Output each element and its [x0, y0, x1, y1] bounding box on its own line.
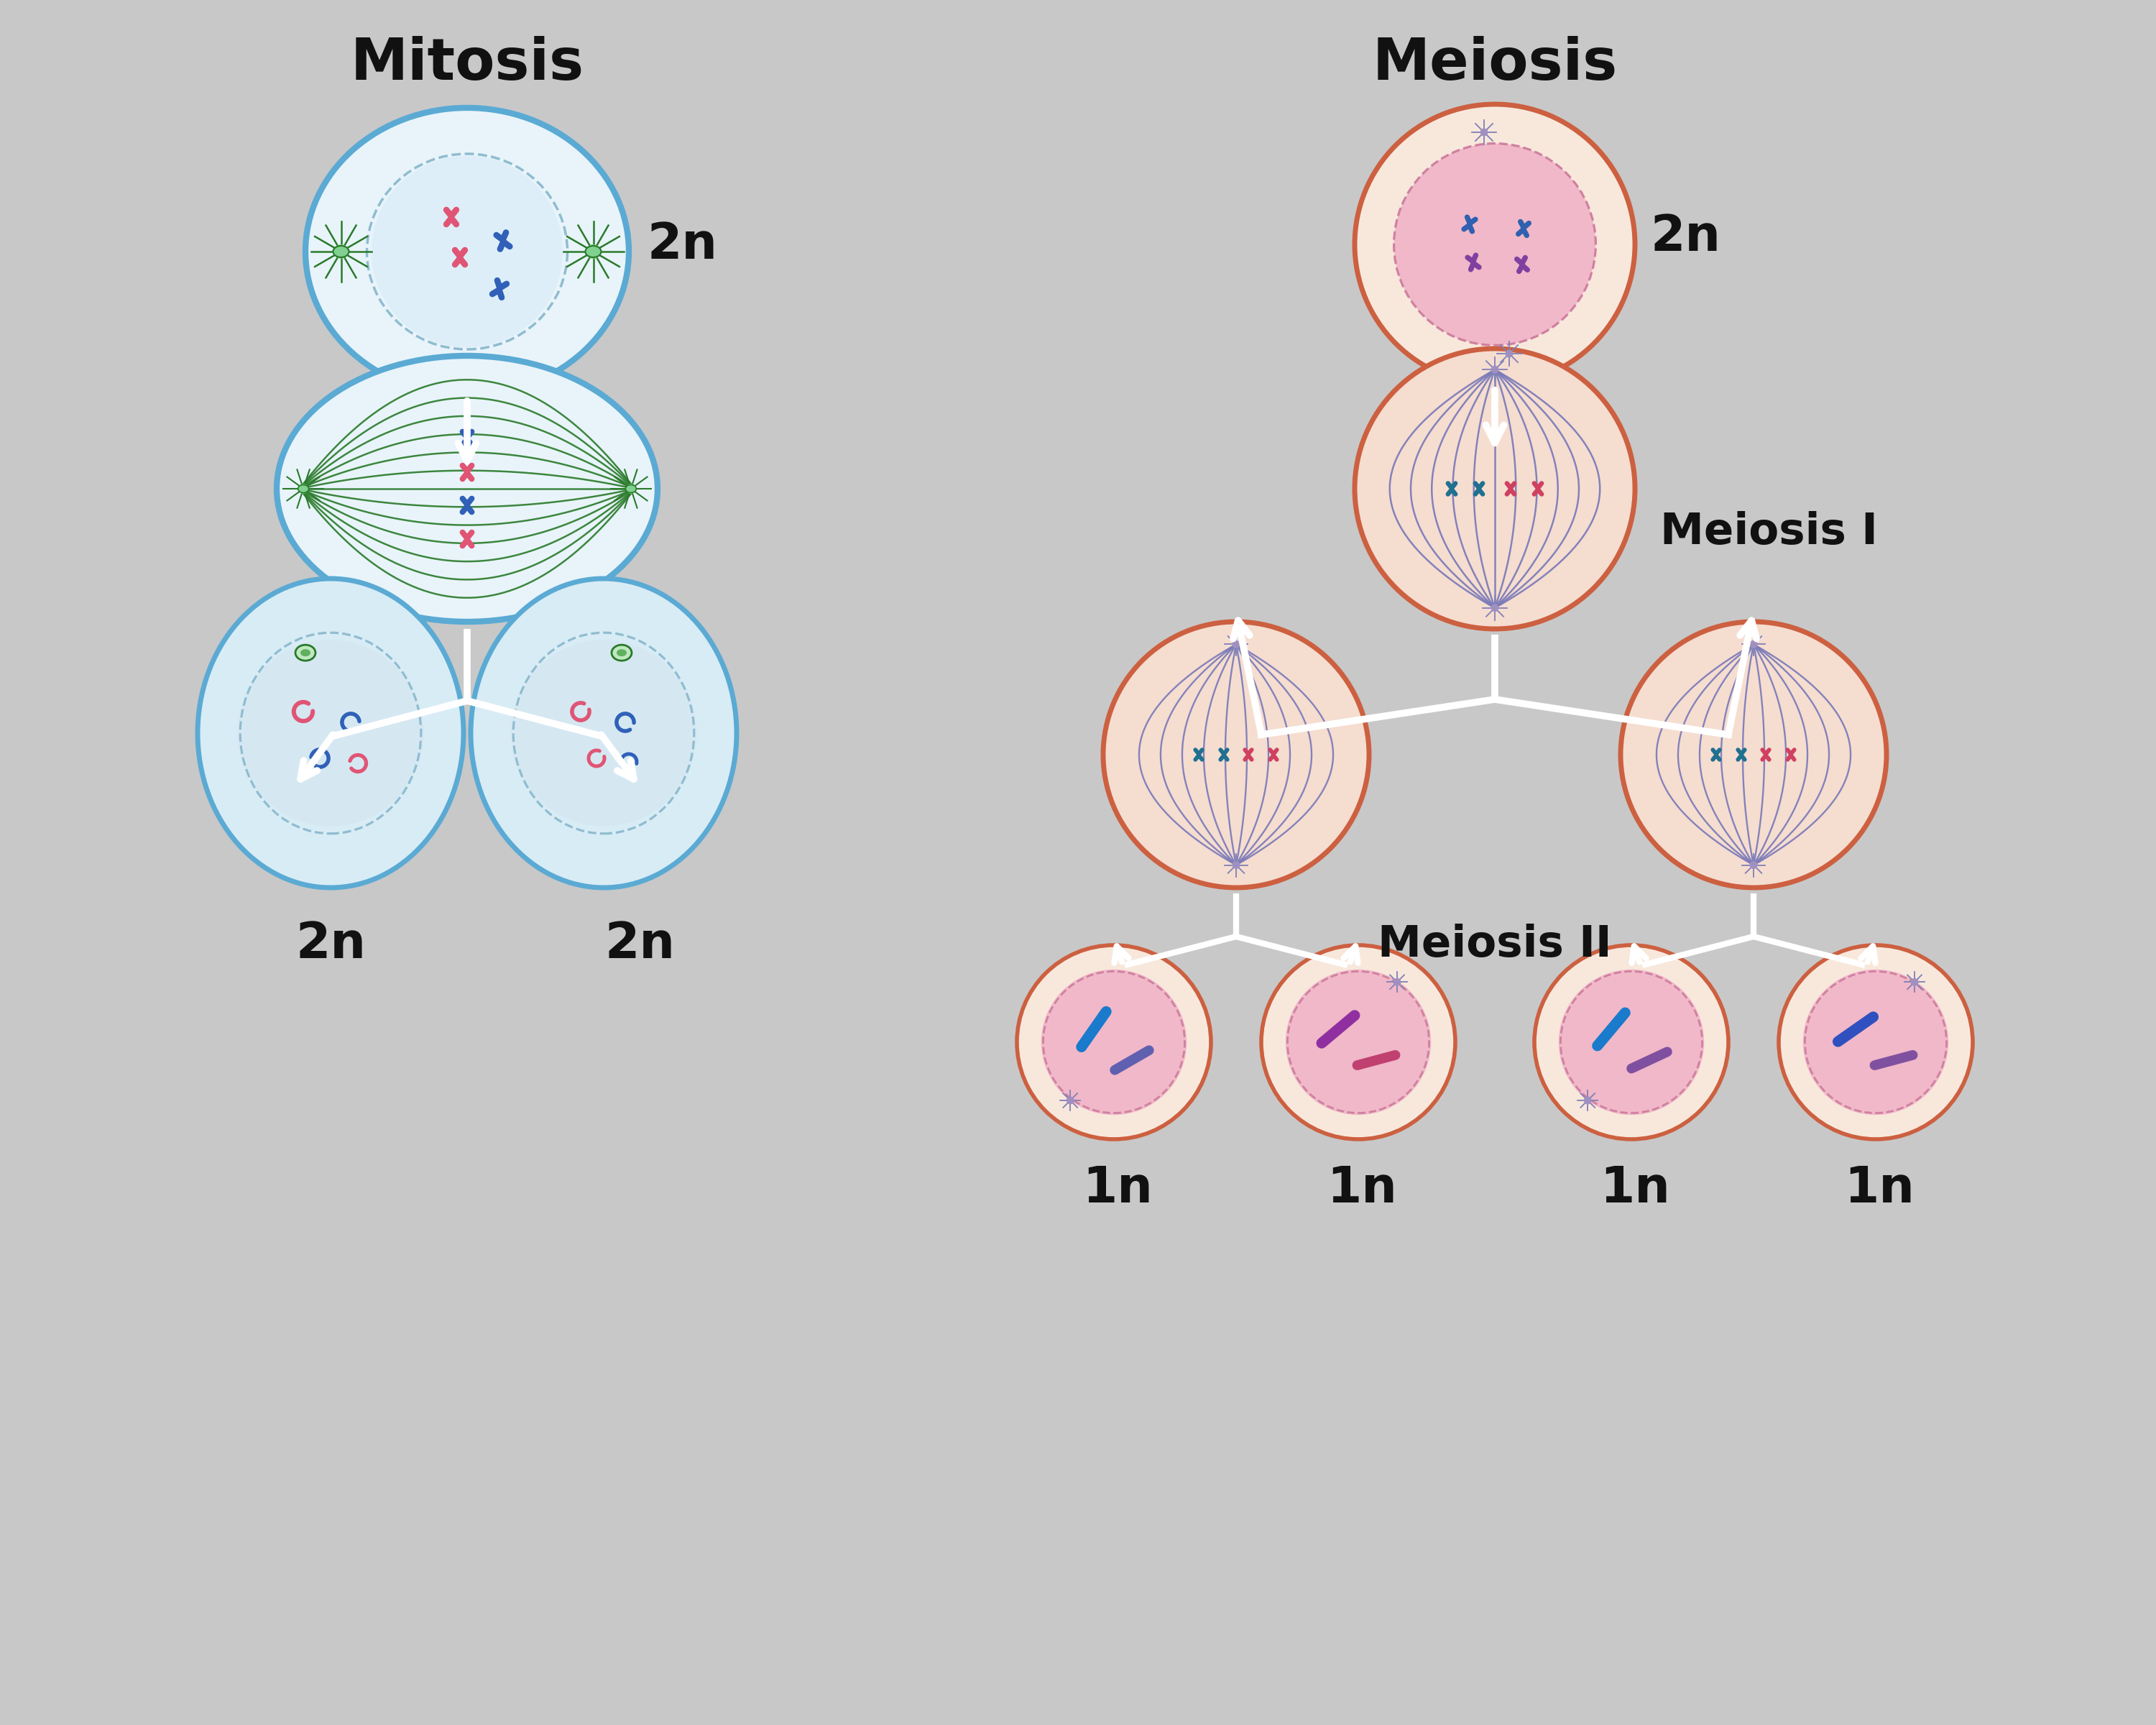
Circle shape: [1505, 350, 1514, 357]
Circle shape: [1041, 969, 1186, 1114]
Text: Meiosis II: Meiosis II: [1378, 923, 1613, 966]
Text: 2n: 2n: [1651, 214, 1720, 260]
Circle shape: [1393, 978, 1401, 987]
Circle shape: [1621, 621, 1886, 888]
Circle shape: [1233, 640, 1240, 649]
Ellipse shape: [332, 245, 349, 257]
Circle shape: [1535, 945, 1729, 1138]
Ellipse shape: [586, 245, 602, 257]
Circle shape: [298, 483, 308, 493]
Ellipse shape: [306, 107, 630, 395]
Ellipse shape: [625, 485, 636, 493]
Circle shape: [1492, 604, 1498, 612]
Text: 1n: 1n: [1600, 1164, 1671, 1213]
Text: 1n: 1n: [1082, 1164, 1153, 1213]
Circle shape: [1585, 1097, 1591, 1104]
Ellipse shape: [276, 355, 658, 621]
Ellipse shape: [470, 578, 737, 888]
Circle shape: [511, 640, 696, 826]
Ellipse shape: [300, 649, 310, 656]
Text: Meiosis: Meiosis: [1371, 36, 1617, 91]
Circle shape: [1910, 978, 1919, 987]
Ellipse shape: [617, 649, 627, 656]
Circle shape: [1559, 969, 1703, 1114]
Text: Meiosis I: Meiosis I: [1660, 511, 1878, 554]
Ellipse shape: [198, 578, 464, 888]
Circle shape: [1751, 640, 1757, 649]
Circle shape: [1285, 969, 1432, 1114]
Circle shape: [1261, 945, 1455, 1138]
Circle shape: [371, 155, 563, 347]
Circle shape: [1802, 969, 1949, 1114]
Circle shape: [1104, 621, 1369, 888]
Text: 2n: 2n: [647, 221, 718, 269]
Circle shape: [1354, 104, 1634, 385]
Circle shape: [1479, 128, 1488, 136]
Circle shape: [1233, 861, 1240, 869]
Circle shape: [1067, 1097, 1074, 1104]
Circle shape: [625, 483, 636, 493]
Ellipse shape: [298, 485, 308, 493]
Text: 1n: 1n: [1326, 1164, 1397, 1213]
Ellipse shape: [295, 645, 315, 661]
Circle shape: [1779, 945, 1973, 1138]
Ellipse shape: [612, 645, 632, 661]
Circle shape: [334, 245, 349, 259]
Text: Mitosis: Mitosis: [349, 36, 584, 91]
Text: 1n: 1n: [1843, 1164, 1915, 1213]
Circle shape: [1018, 945, 1212, 1138]
Text: 2n: 2n: [604, 919, 675, 968]
Circle shape: [1492, 366, 1498, 374]
Circle shape: [1751, 861, 1757, 869]
Text: 2n: 2n: [295, 919, 367, 968]
Circle shape: [586, 245, 599, 259]
Circle shape: [237, 640, 423, 826]
Circle shape: [1395, 143, 1595, 345]
Circle shape: [1354, 348, 1634, 630]
